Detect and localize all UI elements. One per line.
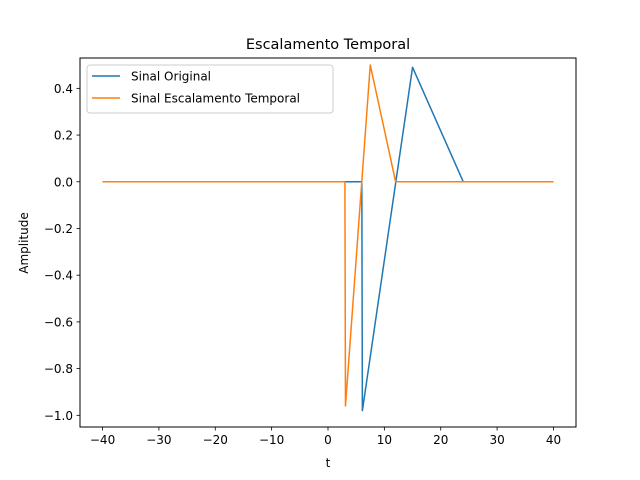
x-axis: −40 −30 −20 −10 0 10 20 30 40 [90,427,561,447]
x-tick-label: −40 [90,433,115,447]
y-tick-label: −0.6 [44,315,73,329]
y-tick-label: −0.2 [44,222,73,236]
chart-title: Escalamento Temporal [246,37,410,53]
x-tick-label: 0 [324,433,332,447]
x-axis-label: t [326,456,331,470]
x-tick-label: 30 [489,433,504,447]
x-tick-label: −30 [146,433,171,447]
x-tick-label: 20 [433,433,448,447]
y-tick-label: 0.2 [54,129,73,143]
y-axis-label: Amplitude [17,212,31,274]
x-tick-label: −20 [203,433,228,447]
x-tick-label: 40 [546,433,561,447]
y-axis: −1.0 −0.8 −0.6 −0.4 −0.2 0.0 0.2 0.4 [44,82,80,423]
y-tick-label: 0.4 [54,82,73,96]
legend-label-1: Sinal Escalamento Temporal [131,92,300,106]
series-layer [102,64,554,412]
x-tick-label: −10 [259,433,284,447]
x-tick-label: 10 [377,433,392,447]
legend-box [86,64,334,114]
series-line-1 [102,64,554,407]
legend-label-0: Sinal Original [131,70,211,84]
y-tick-label: 0.0 [54,175,73,189]
y-tick-label: −0.8 [44,362,73,376]
legend: Sinal Original Sinal Escalamento Temporal [86,64,334,114]
y-tick-label: −1.0 [44,409,73,423]
y-tick-label: −0.4 [44,269,73,283]
